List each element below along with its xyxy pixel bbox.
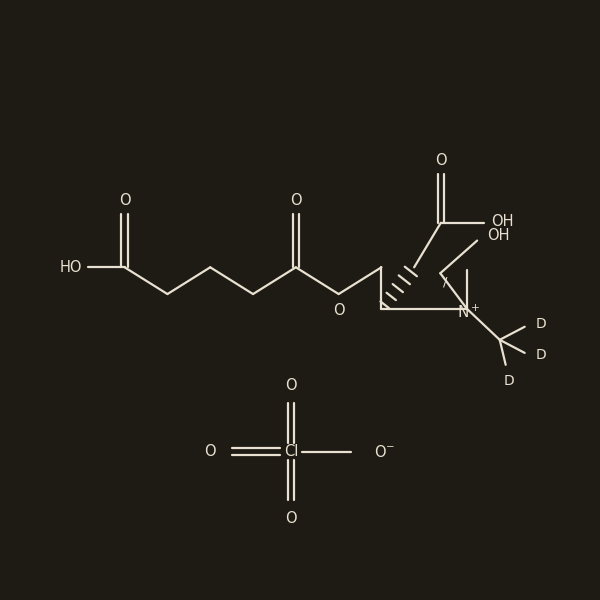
Text: OH: OH xyxy=(491,214,514,229)
Text: HO: HO xyxy=(60,260,82,275)
Text: O: O xyxy=(290,193,302,208)
Text: O: O xyxy=(285,511,297,526)
Text: D: D xyxy=(503,374,514,388)
Text: O: O xyxy=(119,193,130,208)
Text: O: O xyxy=(435,154,446,169)
Text: D: D xyxy=(535,348,546,362)
Text: OH: OH xyxy=(487,229,509,244)
Text: O: O xyxy=(334,303,345,318)
Text: D: D xyxy=(535,317,546,331)
Text: O$^{-}$: O$^{-}$ xyxy=(374,443,395,460)
Text: Cl: Cl xyxy=(284,444,298,459)
Text: O: O xyxy=(205,444,216,459)
Text: /: / xyxy=(443,275,447,289)
Text: O: O xyxy=(285,377,297,392)
Text: N$^+$: N$^+$ xyxy=(457,303,480,320)
